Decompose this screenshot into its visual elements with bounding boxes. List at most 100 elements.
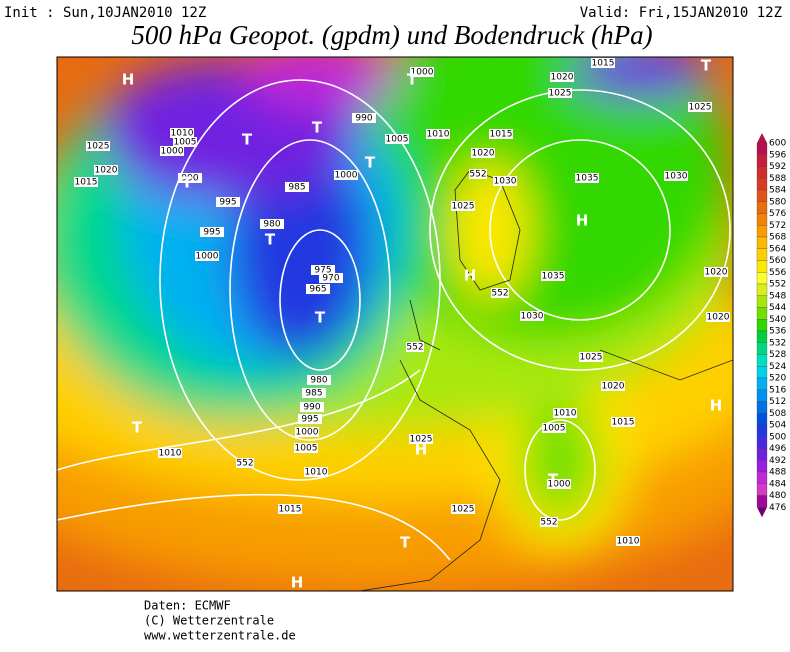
isobar-label-box — [591, 58, 615, 68]
isobar-label: 1020 — [551, 73, 574, 83]
isobar-label-box — [451, 504, 475, 514]
isobar-label: 1010 — [427, 130, 450, 140]
isobar-label: 995 — [301, 415, 318, 425]
isobar-label-box — [86, 141, 110, 151]
colorbar-label: 596 — [769, 150, 786, 160]
isobar-label: 990 — [355, 114, 372, 124]
colorbar-tip — [757, 507, 767, 518]
colorbar-segment — [756, 448, 768, 461]
isobar-label-box — [200, 227, 224, 237]
pressure-center: H — [415, 441, 428, 459]
footer-line: www.wetterzentrale.de — [144, 629, 296, 643]
isobar-label-box — [307, 375, 331, 385]
colorbar-segment — [756, 260, 768, 273]
pressure-center: T — [242, 131, 253, 149]
isobar-label-box — [158, 448, 182, 458]
isobar-label: 1000 — [196, 252, 219, 262]
isobar-label: 985 — [288, 183, 305, 193]
colorbar-label: 524 — [769, 362, 786, 372]
map-title: 500 hPa Geopot. (gpdm) und Bodendruck (h… — [131, 20, 652, 50]
colorbar-label: 476 — [769, 503, 786, 513]
isobar-label: 1025 — [549, 89, 572, 99]
pressure-center: T — [548, 471, 559, 489]
colorbar-segment — [756, 225, 768, 238]
colorbar-label: 488 — [769, 468, 786, 478]
pressure-center: T — [182, 174, 193, 192]
colorbar-segment — [756, 142, 768, 155]
colorbar-label: 588 — [769, 174, 786, 184]
isobar-label: 1000 — [161, 147, 184, 157]
isobar-label-box — [285, 182, 309, 192]
isobar-label-box — [704, 267, 728, 277]
isobar-label: 1025 — [410, 435, 433, 445]
geopotential-label: 552 — [491, 289, 508, 299]
valid-time: Valid: Fri,15JAN2010 12Z — [580, 5, 782, 21]
isobar-label-box — [311, 265, 335, 275]
isobar-label: 1020 — [707, 313, 730, 323]
colorbar-segment — [756, 178, 768, 191]
isobar-label: 1025 — [580, 353, 603, 363]
isobar-label-box — [542, 423, 566, 433]
colorbar-segment — [756, 495, 768, 508]
geopotential-label-box — [469, 169, 487, 179]
isobar-label-box — [216, 197, 240, 207]
isobar-label: 1035 — [576, 174, 599, 184]
isobar-label: 1020 — [472, 149, 495, 159]
colorbar-label: 544 — [769, 303, 786, 313]
isobar-label-box — [547, 479, 571, 489]
isobar-label: 1000 — [548, 480, 571, 490]
isobar-label: 1015 — [490, 130, 513, 140]
isobar-label-box — [471, 148, 495, 158]
isobar-label-box — [489, 129, 513, 139]
isobar-label-box — [410, 67, 434, 77]
isobar-label: 1000 — [411, 68, 434, 78]
isobar-label-box — [553, 408, 577, 418]
colorbar-segment — [756, 342, 768, 355]
isobar-label-box — [319, 273, 343, 283]
pressure-center: T — [315, 309, 326, 327]
isobar-label: 1025 — [689, 103, 712, 113]
colorbar-label: 568 — [769, 233, 786, 243]
colorbar-segment — [756, 354, 768, 367]
isobar-label-box — [94, 165, 118, 175]
colorbar-segment — [756, 166, 768, 179]
isobar-label: 1005 — [295, 444, 318, 454]
isobar-label-box — [548, 88, 572, 98]
pressure-center: H — [464, 267, 477, 285]
map-area — [57, 57, 733, 591]
colorbar-label: 504 — [769, 421, 786, 431]
colorbar-label: 500 — [769, 432, 786, 442]
isobar-label-box — [298, 414, 322, 424]
geopotential-label-box — [236, 458, 254, 468]
colorbar-tip — [757, 133, 767, 143]
colorbar-label: 528 — [769, 350, 786, 360]
colorbar-segment — [756, 377, 768, 390]
pressure-center: T — [365, 154, 376, 172]
colorbar-segment — [756, 295, 768, 308]
isobar-label-box — [611, 417, 635, 427]
colorbar-segment — [756, 213, 768, 226]
pressure-center: T — [265, 231, 276, 249]
colorbar-segment — [756, 283, 768, 296]
pressure-center: H — [291, 574, 304, 592]
init-time: Init : Sun,10JAN2010 12Z — [4, 5, 206, 21]
colorbar-label: 580 — [769, 197, 786, 207]
isobar-label-box — [295, 427, 319, 437]
pressure-center: T — [132, 419, 143, 437]
pressure-center: H — [710, 397, 723, 415]
isobar-label: 1025 — [452, 202, 475, 212]
pressure-center: T — [407, 71, 418, 89]
colorbar-label: 532 — [769, 338, 786, 348]
colorbar-segment — [756, 460, 768, 473]
isobar-label-box — [294, 443, 318, 453]
isobar-label: 980 — [263, 220, 280, 230]
isobar-label-box — [195, 251, 219, 261]
isobar-label-box — [451, 201, 475, 211]
footer-line: Daten: ECMWF — [144, 599, 231, 613]
isobar-label: 1015 — [279, 505, 302, 515]
geopotential-label: 552 — [540, 518, 557, 528]
isobar-label: 1020 — [95, 166, 118, 176]
colorbar-segment — [756, 401, 768, 414]
isobar-label-box — [550, 72, 574, 82]
